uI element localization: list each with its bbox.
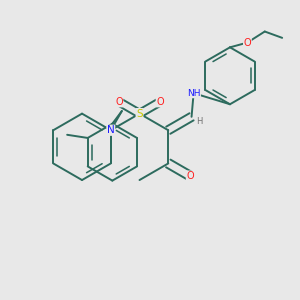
Text: H: H <box>196 117 203 126</box>
Text: N: N <box>107 125 115 135</box>
Text: O: O <box>115 97 123 107</box>
Text: O: O <box>186 171 194 181</box>
Text: NH: NH <box>187 89 200 98</box>
Text: O: O <box>244 38 251 48</box>
Text: O: O <box>156 97 164 107</box>
Text: S: S <box>136 109 143 118</box>
